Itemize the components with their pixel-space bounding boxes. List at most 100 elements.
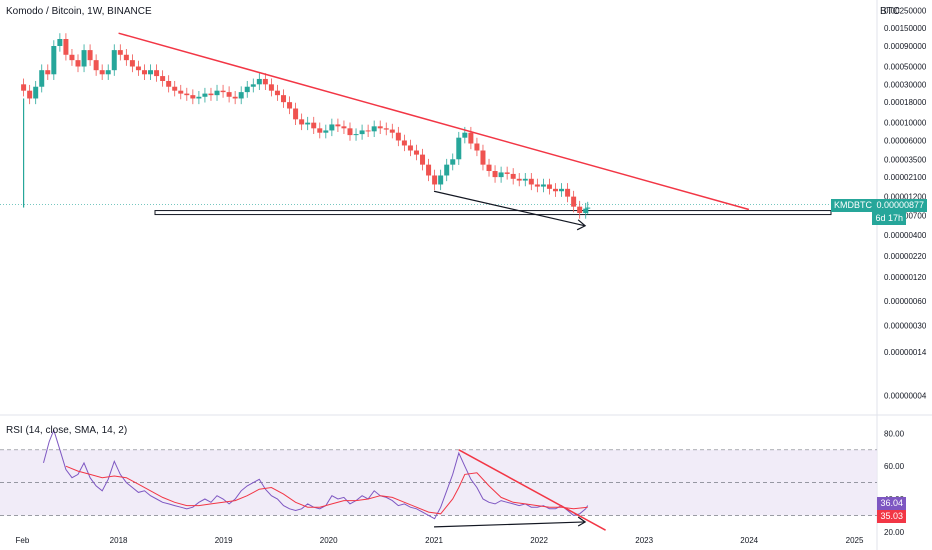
price-candle-body (287, 102, 293, 109)
rsi-legend: RSI (14, close, SMA, 14, 2) (6, 425, 128, 436)
price-candle-body (21, 84, 27, 91)
price-candle-body (559, 188, 565, 192)
price-candle-body (359, 130, 365, 135)
price-candle-body (81, 50, 87, 67)
price-candle-body (274, 90, 280, 96)
x-tick-label: 2021 (425, 536, 443, 545)
bar-countdown: 6d 17h (872, 211, 906, 225)
price-candle-body (510, 173, 516, 179)
x-tick-label: 2025 (846, 536, 864, 545)
price-tick-label: 0.00000060 (884, 297, 927, 306)
price-candle-body (129, 60, 135, 67)
price-tick-label: 0.00000030 (884, 321, 927, 330)
price-candle-body (522, 178, 528, 181)
price-candle-body (353, 134, 359, 136)
price-candle-body (371, 126, 377, 132)
price-candle-body (438, 175, 444, 185)
rsi-ma-line (65, 465, 588, 515)
price-candle-body (365, 130, 371, 132)
rsi-tick-label: 80.00 (884, 429, 905, 438)
price-candle-body (220, 90, 226, 93)
price-candle-body (565, 188, 571, 197)
price-candle-body (123, 54, 129, 61)
price-candle-body (262, 78, 268, 85)
price-candle-body (571, 196, 577, 207)
price-candle-body (45, 70, 51, 75)
x-tick-label: Feb (16, 536, 30, 545)
price-candle-body (498, 172, 504, 178)
price-tick-label: 0.00018000 (884, 98, 927, 107)
price-candle-body (238, 92, 244, 99)
price-candle-body (87, 50, 93, 61)
price-tick-label: 0.00003500 (884, 155, 927, 164)
price-candle-body (583, 208, 589, 214)
price-candle-body (214, 90, 220, 96)
price-candle-body (468, 132, 474, 144)
rsi-tick-label: 60.00 (884, 462, 905, 471)
x-tick-label: 2019 (215, 536, 233, 545)
price-tick-label: 0.00001200 (884, 193, 927, 202)
price-candle-body (407, 145, 413, 151)
price-candle-body (141, 70, 147, 75)
price-candle-body (528, 178, 534, 185)
price-candle-body (39, 70, 45, 87)
price-candle-body (202, 93, 208, 97)
price-tick-label: 0.00150000 (884, 24, 927, 33)
price-candle-body (553, 188, 559, 192)
price-candle-body (413, 150, 419, 155)
price-tick-label: 0.00006000 (884, 136, 927, 145)
price-candle-body (585, 207, 591, 209)
price-candle-body (347, 128, 353, 136)
price-candle-body (57, 39, 63, 47)
price-candle-body (208, 93, 214, 96)
x-tick-label: 2023 (635, 536, 653, 545)
price-candle-body (516, 178, 522, 181)
price-candle-body (117, 50, 123, 55)
x-tick-label: 2022 (530, 536, 548, 545)
price-candle-body (504, 172, 510, 174)
price-candle-body (317, 128, 323, 133)
price-candle-body (450, 159, 456, 165)
price-candle-body (456, 137, 462, 160)
price-candle-body (69, 54, 75, 61)
price-candle-body (540, 184, 546, 187)
price-tick-label: 0.00090000 (884, 42, 927, 51)
price-candle-body (111, 50, 117, 71)
price-candle-body (63, 39, 69, 55)
price-candle-body (99, 70, 105, 75)
price-candle-body (51, 46, 57, 75)
price-candle-body (341, 126, 347, 129)
price-candle-body (196, 96, 202, 99)
price-tick-label: 0.00000220 (884, 252, 927, 261)
price-candle-body (311, 122, 317, 129)
price-candle-body (480, 150, 486, 165)
price-tick-label: 0.00000400 (884, 231, 927, 240)
price-candle-body (486, 164, 492, 172)
rsi-ma-value-badge: 35.03 (877, 510, 906, 524)
price-tick-label: 0.00030000 (884, 80, 927, 89)
price-candle-body (160, 76, 166, 82)
price-candle-body (154, 70, 160, 77)
price-candle-body (190, 95, 196, 99)
price-candle-body (250, 84, 256, 87)
price-candle-body (432, 175, 438, 185)
price-candle-body (166, 81, 172, 87)
price-tick-label: 0.00250000 (884, 6, 927, 15)
x-tick-label: 2024 (740, 536, 758, 545)
price-candle-body (148, 70, 154, 75)
price-candle-body (492, 171, 498, 178)
price-candle-body (534, 184, 540, 187)
rsi-trendline (458, 449, 606, 531)
price-candle-body (105, 70, 111, 75)
price-axis-unit: BTC (880, 6, 900, 17)
price-candle-body (389, 129, 395, 133)
x-tick-label: 2018 (110, 536, 128, 545)
price-tick-label: 0.00002100 (884, 173, 927, 182)
price-candle-body (293, 108, 299, 120)
x-tick-label: 2020 (320, 536, 338, 545)
price-tick-label: 0.00000004 (884, 392, 927, 401)
price-candle-body (444, 164, 450, 176)
price-tick-label: 0.00000014 (884, 348, 927, 357)
price-candle-body (172, 86, 178, 91)
